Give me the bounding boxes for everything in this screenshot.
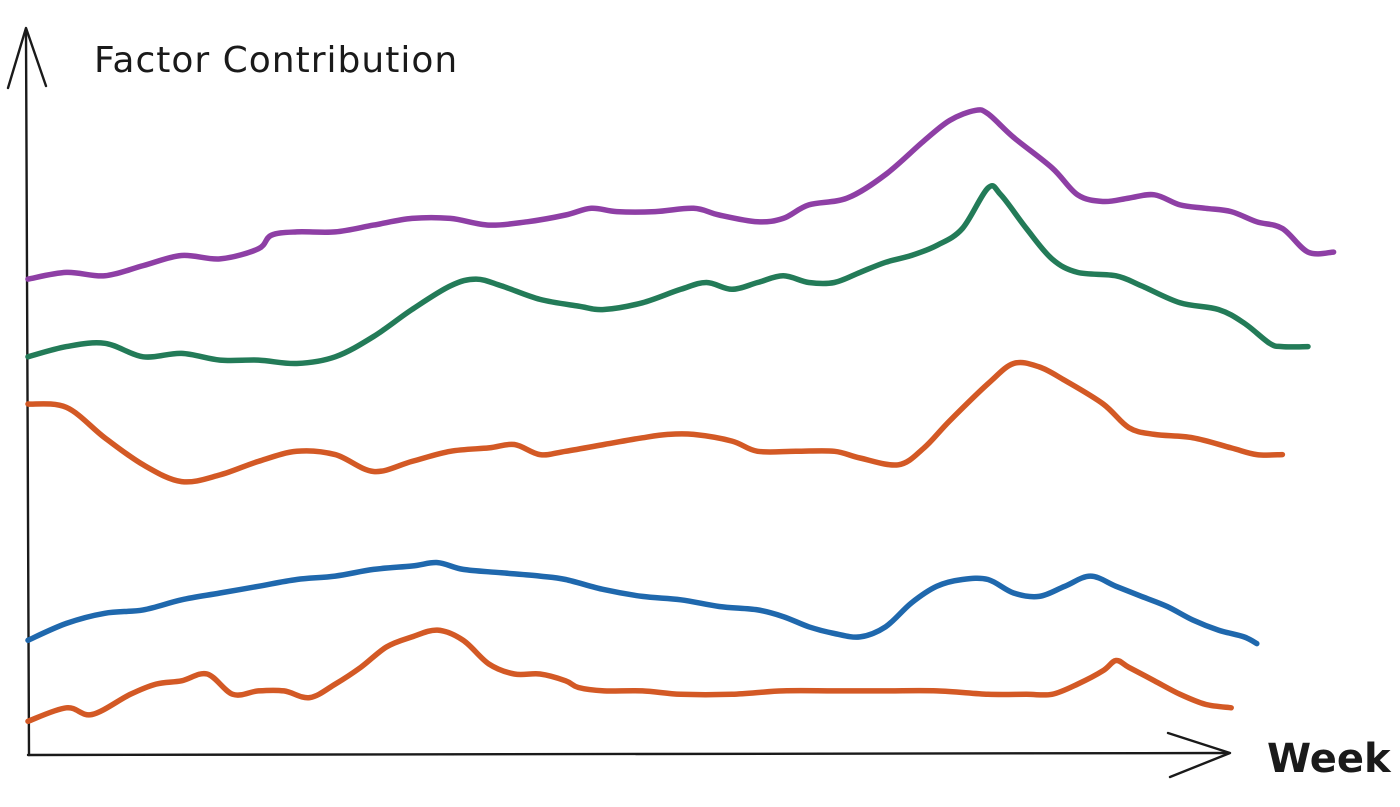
y-axis-label: Factor Contribution [94, 40, 458, 81]
x-axis [26, 751, 1230, 757]
x-axis-label: Week [1267, 736, 1392, 782]
series-line-4 [25, 559, 1260, 647]
y-axis [24, 30, 31, 757]
series-line-2 [25, 183, 1311, 367]
series-line-3 [25, 359, 1286, 485]
series-layer [25, 107, 1337, 725]
series-line-1 [25, 107, 1337, 282]
series-line-5 [25, 627, 1234, 725]
y-axis-arrowhead [6, 26, 48, 90]
x-axis-arrowhead [1166, 731, 1232, 779]
